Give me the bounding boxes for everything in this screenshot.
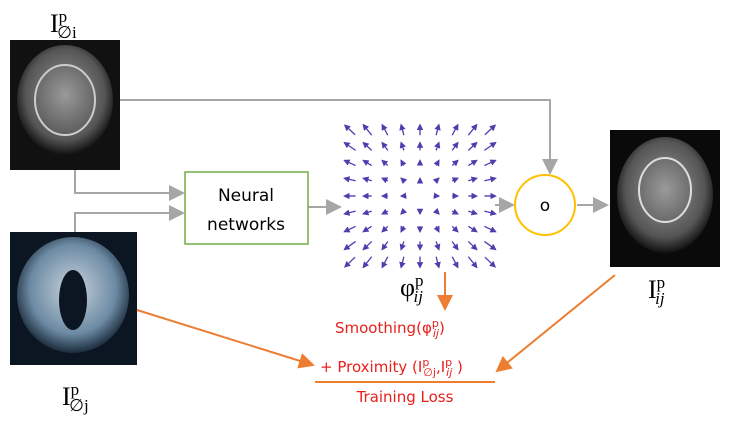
field-arrow [401,178,404,180]
field-arrow [401,257,404,268]
field-arrow [436,211,439,214]
image-fixed [10,40,120,170]
field-arrow [345,125,355,135]
network-label: networks [207,215,285,235]
image-label: Ip∅j [62,380,89,415]
field-arrow [436,125,439,135]
text: φ [422,319,432,337]
label-sub: ij [414,287,424,306]
diagram: Ip∅i Ip∅j Ipij Neural networks o φpij Sm… [0,0,741,423]
field-arrow [344,226,355,231]
field-arrow [485,125,495,135]
image-moving [10,232,137,365]
field-arrow [452,178,458,180]
field-arrow [436,178,439,180]
field-arrow [401,226,404,231]
field-arrow [401,125,404,135]
field-arrow [468,241,476,249]
field-arrow [363,241,371,249]
field-arrow [452,211,458,214]
label-sub: ∅i [57,23,77,42]
field-arrow [382,178,388,180]
loss-total: Training Loss [356,388,454,406]
text: ) [439,319,445,337]
field-arrow [452,241,458,249]
field-arrow [484,143,495,151]
field-arrow [363,226,371,231]
field-arrow [468,257,476,268]
text: + Proximity ( [320,358,418,376]
field-arrow [363,257,371,268]
field-arrow [382,143,388,151]
field-arrow [468,211,476,214]
field-arrow [401,211,404,214]
field-arrow [344,178,355,180]
field-arrow [401,241,404,249]
field-arrow [363,160,371,165]
field-arrow [452,143,458,151]
field-arrow [345,257,355,267]
field-arrow [468,226,476,231]
field-arrow [436,226,439,231]
field-arrow [468,160,476,165]
field-arrow [382,241,388,249]
field-arrow [382,160,388,165]
field-arrow [484,211,495,214]
field-arrow [436,160,439,165]
image-label: Ip∅i [50,7,77,42]
field-arrow [344,160,355,165]
field-arrow [484,160,495,165]
network-label: Neural [218,186,274,206]
field-arrow [468,143,476,151]
field-arrow [382,211,388,214]
text: Smoothing( [335,319,422,337]
field-arrow [468,178,476,180]
field-arrow [344,211,355,214]
vector-field [344,125,495,268]
field-arrow [452,125,458,135]
field-arrow [485,257,495,267]
field-arrow [363,178,371,180]
image-warped [610,130,720,267]
field-arrow [382,257,388,268]
field-arrow [344,143,355,151]
field-arrow [363,143,371,151]
field-arrow [344,241,355,249]
field-arrow [401,160,404,165]
field-arrow [363,125,371,135]
field-arrow [401,143,404,151]
field-arrow [436,143,439,151]
field-arrow [484,226,495,231]
field-arrow [382,125,388,135]
field-arrow [484,241,495,249]
field-arrow [484,178,495,180]
compose-symbol: o [540,196,550,216]
text: ) [452,358,463,376]
label-sub: ij [655,289,665,308]
field-arrow [452,160,458,165]
sub: ∅j [423,366,436,379]
field-arrow [436,257,439,268]
field-arrow [452,257,458,268]
field-arrow [436,241,439,249]
field-arrow [382,226,388,231]
field-arrow [468,125,476,135]
field-arrow [363,211,371,214]
field-arrow [452,226,458,231]
label-sub: ∅j [69,396,89,415]
